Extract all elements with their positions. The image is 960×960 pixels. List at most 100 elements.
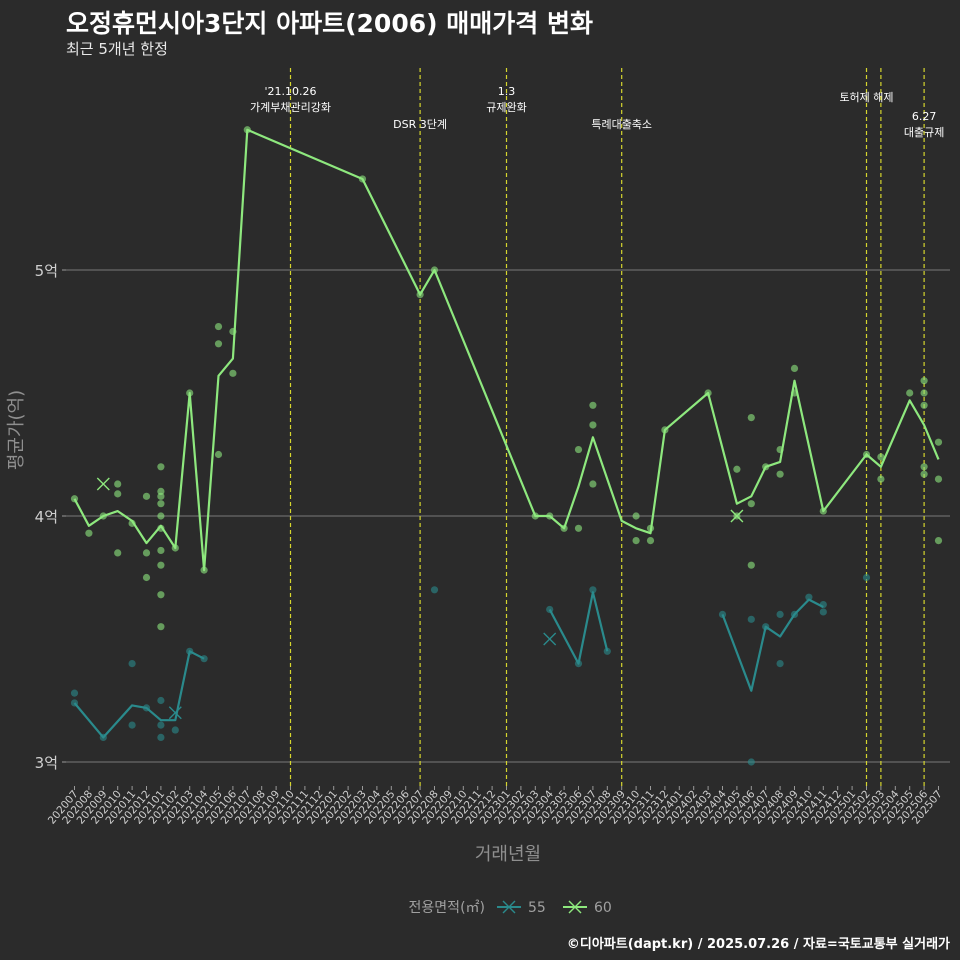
data-point: [157, 463, 165, 471]
data-point: [574, 524, 583, 532]
cross-marker: [168, 706, 182, 720]
data-point: [157, 561, 165, 569]
data-point: [157, 696, 165, 705]
source-caption: ©디아파트(dapt.kr) / 2025.07.26 / 자료=국토교통부 실…: [566, 937, 950, 952]
data-point: [920, 401, 928, 409]
event-label: 특례대출축소: [591, 118, 652, 131]
data-point: [157, 721, 165, 729]
grid-lines: [66, 269, 950, 763]
y-tick-label: 5억: [35, 262, 58, 280]
series-line: [73, 128, 940, 572]
legend-title: 전용면적(㎡): [409, 900, 485, 916]
cross-marker: [730, 509, 744, 523]
legend-item-60: 60: [563, 900, 612, 916]
data-point: [70, 689, 79, 697]
data-point: [747, 500, 755, 508]
event-label: DSR 3단계: [393, 118, 447, 131]
data-point: [214, 340, 223, 348]
data-point: [114, 490, 122, 498]
event-label: 6.27: [912, 110, 937, 123]
data-point: [934, 475, 943, 483]
data-point: [877, 453, 885, 461]
cross-marker: [96, 477, 110, 491]
data-point: [128, 660, 136, 668]
series-line: [73, 650, 205, 739]
data-point: [920, 377, 928, 385]
data-point: [934, 438, 943, 446]
chart-title: 오정휴먼시아3단지 아파트(2006) 매매가격 변화: [66, 9, 593, 38]
legend-item-55: 55: [497, 900, 546, 916]
data-point: [142, 573, 151, 582]
cross-marker: [543, 632, 557, 646]
data-point: [589, 401, 597, 409]
data-point: [128, 721, 136, 729]
data-point: [632, 512, 640, 520]
axes: 3억4억5억2020072020082020092020102020112020…: [35, 262, 945, 827]
data-point: [920, 470, 928, 478]
data-point: [790, 364, 799, 372]
y-axis-label: 평균가(억): [6, 390, 27, 470]
data-point: [632, 537, 640, 545]
y-tick-label: 4억: [35, 508, 58, 526]
data-point: [819, 608, 827, 616]
data-point: [171, 726, 179, 734]
data-point: [142, 549, 151, 557]
data-point: [157, 591, 165, 599]
data-point: [589, 480, 597, 488]
event-label: 토허제 해제: [839, 90, 893, 104]
data-point: [157, 487, 165, 495]
data-point: [934, 537, 943, 545]
data-point: [776, 660, 784, 668]
legend-label: 60: [594, 900, 612, 916]
data-point: [776, 470, 784, 478]
data-point: [214, 322, 223, 331]
series-60: [70, 126, 943, 631]
data-point: [157, 623, 165, 631]
data-point: [589, 586, 597, 594]
data-point: [747, 414, 755, 422]
series-line: [548, 591, 609, 665]
event-label: 1.3: [498, 85, 516, 98]
data-point: [214, 450, 223, 459]
data-point: [920, 389, 928, 397]
x-axis-label: 거래년월: [475, 844, 541, 865]
event-label: 규제완화: [486, 101, 526, 114]
legend: 전용면적(㎡) 55 60: [409, 900, 612, 916]
data-point: [157, 733, 165, 742]
event-label: 가계부채관리강화: [250, 101, 331, 114]
data-point: [646, 537, 655, 545]
data-point: [229, 369, 237, 377]
data-point: [114, 480, 122, 488]
series-layer: [70, 126, 943, 766]
legend-cross-icon: [568, 900, 582, 914]
data-point: [776, 610, 784, 619]
data-point: [747, 758, 755, 766]
data-point: [430, 586, 439, 594]
data-point: [747, 615, 755, 623]
data-point: [142, 492, 151, 500]
data-point: [114, 549, 122, 557]
data-point: [589, 421, 597, 429]
data-point: [920, 463, 928, 471]
y-tick-label: 3억: [35, 754, 58, 772]
legend-cross-icon: [502, 900, 516, 914]
data-point: [747, 561, 755, 569]
legend-label: 55: [528, 900, 546, 916]
data-point: [906, 389, 914, 397]
data-point: [85, 529, 93, 537]
data-point: [733, 465, 741, 473]
event-label: '21.10.26: [264, 85, 316, 98]
data-point: [603, 647, 611, 655]
data-point: [157, 512, 165, 520]
data-point: [877, 475, 885, 483]
series-line: [721, 598, 824, 692]
data-point: [805, 593, 813, 601]
series-55: [70, 573, 871, 766]
data-point: [574, 445, 583, 454]
chart-subtitle: 최근 5개년 한정: [66, 40, 168, 58]
data-point: [157, 492, 165, 500]
data-point: [157, 546, 165, 555]
data-point: [157, 500, 165, 508]
